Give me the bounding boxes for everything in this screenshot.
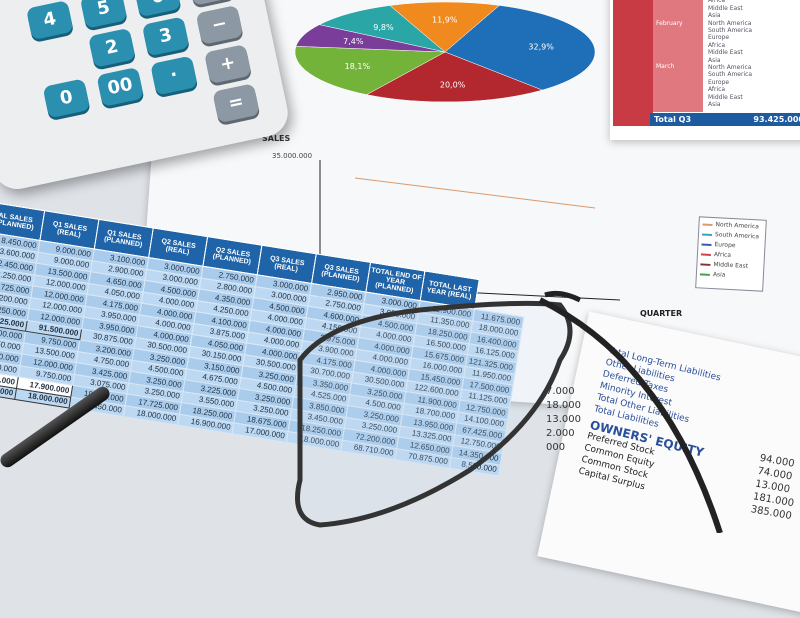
pie-chart: 32,9% 20,0% 18,1% 7,4% 9,8% 11,9% (294, 1, 596, 103)
pie-slice (318, 5, 446, 53)
eyeglasses (295, 290, 723, 533)
region-label: North America (708, 19, 752, 27)
glasses-hinge (544, 290, 582, 303)
balance-number: 2.000 (546, 428, 575, 439)
region-label: Europe (708, 34, 730, 42)
balance-number: 13.000 (546, 414, 581, 425)
month-column (613, 0, 653, 126)
pie-slice-label: 7,4% (343, 37, 364, 46)
region-label: Middle East (708, 4, 743, 12)
y-tick-label: 35.000.000 (272, 152, 313, 160)
sales-chart-title: SALES (262, 134, 291, 143)
glasses-lens (295, 300, 573, 528)
region-label: Asia (708, 12, 721, 20)
pie-slice-label: 32,9% (528, 43, 554, 52)
region-label: Africa (708, 86, 726, 94)
balance-number: 000 (546, 442, 566, 453)
region-label: South America (708, 27, 753, 35)
total-q3-label: Total Q3 (654, 115, 692, 124)
region-label: Middle East (708, 49, 743, 57)
north-america-line (354, 177, 596, 209)
balance-numbers-left: 7.000 18.000 13.000 2.000 000 (546, 385, 581, 455)
region-label: North America (708, 64, 752, 72)
region-label: Asia (708, 56, 721, 64)
region-label: Europe (708, 78, 730, 86)
total-q3-row: Total Q3 93.425.000 (650, 113, 800, 126)
region-label: Africa (708, 41, 726, 49)
pie-slice-label: 11,9% (432, 16, 458, 25)
pie-slice-label: 20,0% (440, 80, 466, 89)
region-label: South America (708, 71, 753, 79)
month-march: March (656, 63, 675, 70)
balance-number: 7.000 (546, 386, 575, 397)
balance-number: 18.000 (546, 400, 581, 411)
pie-slice-label: 18,1% (345, 62, 371, 71)
month-february: February (656, 20, 683, 27)
x-axis-label: QUARTER (640, 309, 683, 318)
glasses-temple (538, 297, 723, 533)
pie-slice (294, 46, 446, 95)
total-q3-value: 93.425.000 (753, 115, 800, 124)
month-column-light: February March (653, 0, 703, 112)
pie-slice-label: 9,8% (373, 23, 394, 32)
pie-slice (365, 51, 544, 103)
pie-slice (389, 1, 500, 53)
region-label: Asia (708, 101, 721, 109)
region-label: Middle East (708, 93, 743, 101)
pie-slice (444, 5, 596, 91)
region-label: Africa (708, 0, 726, 5)
